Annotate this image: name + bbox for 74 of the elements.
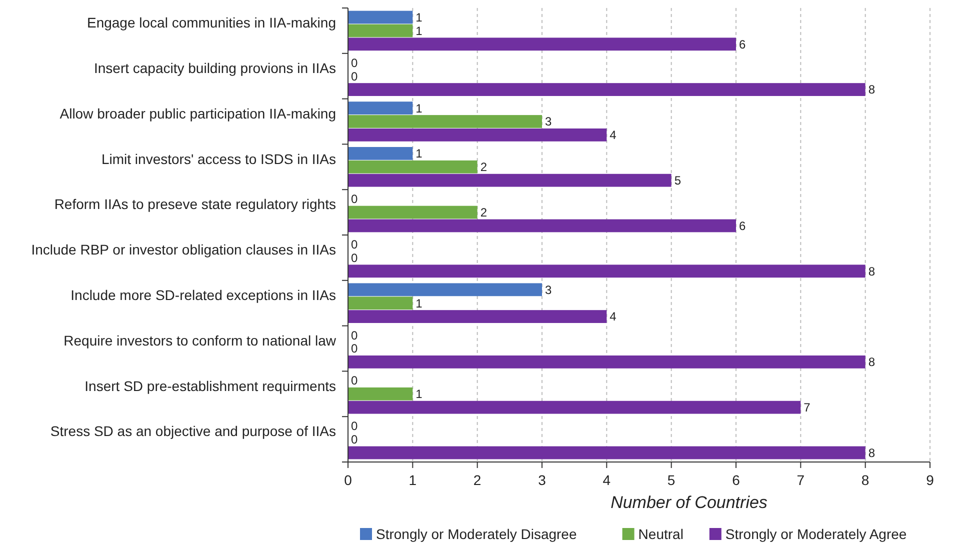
data-label: 0 xyxy=(351,432,358,446)
bar xyxy=(348,83,866,96)
data-label: 0 xyxy=(351,56,358,70)
y-tick-label: Require investors to conform to national law xyxy=(64,332,337,348)
bar xyxy=(348,160,478,174)
data-label: 0 xyxy=(351,328,358,342)
data-label: 8 xyxy=(868,446,876,460)
bar xyxy=(348,296,413,310)
x-tick-label: 5 xyxy=(667,472,676,488)
y-tick-label: Engage local communities in IIA-making xyxy=(86,14,336,31)
data-label: 6 xyxy=(739,37,746,52)
data-label: 0 xyxy=(351,250,358,265)
data-label: 0 xyxy=(351,192,358,206)
legend-label: Neutral xyxy=(638,526,684,542)
x-tick-label: 4 xyxy=(602,472,611,488)
data-label: 1 xyxy=(416,24,423,38)
y-tick-label: Reform IIAs to preseve state regulatory rights xyxy=(54,196,336,212)
y-tick-label: Include more SD-related exceptions in IIAs xyxy=(70,287,336,303)
data-label: 8 xyxy=(868,264,876,278)
x-axis-title: Number of Countries xyxy=(610,492,768,512)
bar xyxy=(348,147,413,160)
data-label: 1 xyxy=(416,296,423,310)
bar xyxy=(348,174,672,187)
bar xyxy=(348,219,736,232)
bar xyxy=(348,24,413,38)
bar xyxy=(348,355,866,368)
data-label: 8 xyxy=(868,82,876,97)
data-label: 4 xyxy=(610,128,617,142)
bar xyxy=(348,446,866,460)
data-label: 6 xyxy=(739,218,746,233)
data-label: 1 xyxy=(416,10,423,24)
data-label: 4 xyxy=(610,310,617,324)
data-label: 0 xyxy=(351,374,358,388)
bar xyxy=(348,102,413,115)
y-tick-label: Insert capacity building provions in IIAs xyxy=(94,60,336,76)
data-label: 5 xyxy=(674,174,682,188)
y-tick-label: Stress SD as an objective and purpose of IIAs xyxy=(50,423,336,440)
bar xyxy=(348,400,801,414)
bar xyxy=(348,387,413,400)
data-label: 1 xyxy=(416,146,423,161)
data-label: 1 xyxy=(416,387,423,402)
data-label: 3 xyxy=(545,282,552,297)
bar xyxy=(348,128,607,142)
legend-label: Strongly or Moderately Disagree xyxy=(376,526,577,542)
x-tick-label: 8 xyxy=(861,472,870,488)
data-label: 0 xyxy=(351,69,358,84)
data-label: 0 xyxy=(351,419,358,434)
y-tick-label: Allow broader public participation IIA-making xyxy=(60,105,336,122)
bar xyxy=(348,310,607,323)
bar xyxy=(348,10,413,24)
x-tick-label: 1 xyxy=(408,472,417,488)
bar xyxy=(348,264,866,278)
x-tick-label: 2 xyxy=(473,472,482,488)
bar xyxy=(348,115,542,128)
bar xyxy=(348,283,542,296)
bar xyxy=(348,206,478,219)
data-label: 7 xyxy=(804,400,811,415)
y-tick-label: Limit investors' access to ISDS in IIAs xyxy=(101,150,336,167)
data-label: 2 xyxy=(480,206,488,220)
data-label: 0 xyxy=(351,237,358,252)
y-tick-label: Include RBP or investor obligation clauses in IIAs xyxy=(31,242,336,258)
legend-label: Strongly or Moderately Agree xyxy=(725,526,907,542)
data-label: 0 xyxy=(351,342,358,356)
x-tick-label: 6 xyxy=(732,472,740,488)
x-tick-label: 3 xyxy=(538,472,546,488)
data-label: 2 xyxy=(480,160,488,174)
bar xyxy=(348,38,736,51)
x-tick-label: 9 xyxy=(926,472,934,488)
x-tick-label: 0 xyxy=(344,472,352,488)
data-label: 1 xyxy=(416,101,423,116)
data-label: 3 xyxy=(545,114,552,129)
data-label: 8 xyxy=(868,355,876,370)
y-tick-label: Insert SD pre-establishment requirments xyxy=(84,378,336,394)
x-tick-label: 7 xyxy=(796,472,805,488)
